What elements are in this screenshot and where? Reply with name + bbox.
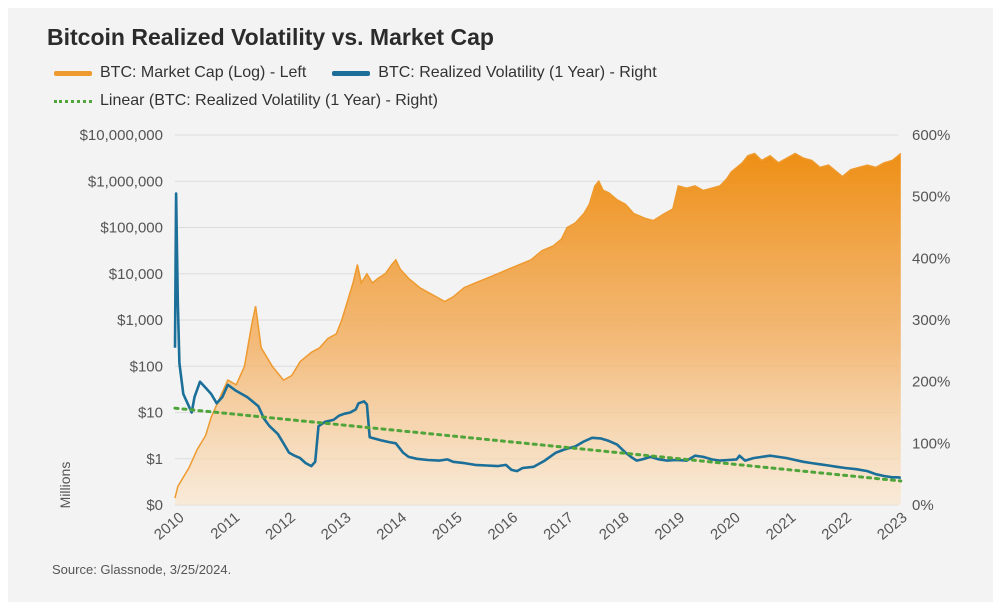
legend-swatch-volatility — [332, 70, 371, 76]
left-tick-label: $10,000 — [109, 266, 163, 283]
left-tick-label: $1,000,000 — [88, 173, 163, 190]
x-tick-label: 2011 — [208, 509, 244, 543]
x-tick-label: 2021 — [763, 509, 799, 543]
left-tick-label: $1,000 — [117, 312, 163, 329]
legend-label-market-cap: BTC: Market Cap (Log) - Left — [100, 64, 307, 81]
x-tick-label: 2018 — [596, 509, 632, 543]
left-tick-label: $10 — [138, 405, 163, 422]
legend-label-volatility: BTC: Realized Volatility (1 Year) - Righ… — [378, 64, 657, 81]
left-tick-label: $10,000,000 — [80, 127, 163, 144]
right-tick-label: 600% — [912, 127, 950, 144]
right-tick-label: 0% — [912, 497, 934, 514]
left-tick-label: $100,000 — [100, 220, 163, 237]
x-tick-label: 2019 — [652, 509, 688, 543]
left-tick-label: $100 — [130, 358, 163, 375]
x-tick-label: 2012 — [262, 509, 298, 543]
x-tick-label: 2010 — [151, 509, 187, 543]
right-tick-label: 300% — [912, 312, 950, 329]
x-tick-label: 2013 — [318, 509, 354, 543]
chart-title: Bitcoin Realized Volatility vs. Market C… — [47, 24, 494, 50]
right-axis-ticks: 0% 100% 200% 300% 400% 500% 600% — [912, 127, 950, 514]
source-note: Source: Glassnode, 3/25/2024. — [52, 562, 232, 577]
x-tick-label: 2022 — [818, 509, 854, 543]
legend-row-2: Linear (BTC: Realized Volatility (1 Year… — [54, 92, 438, 110]
legend-row-1: BTC: Market Cap (Log) - Left BTC: Realiz… — [54, 64, 657, 82]
legend-item-market-cap[interactable]: BTC: Market Cap (Log) - Left — [54, 64, 306, 82]
x-tick-label: 2016 — [485, 509, 521, 543]
right-tick-label: 500% — [912, 189, 950, 206]
legend-label-linear: Linear (BTC: Realized Volatility (1 Year… — [100, 92, 438, 109]
legend-item-linear[interactable]: Linear (BTC: Realized Volatility (1 Year… — [54, 92, 438, 110]
x-tick-label: 2017 — [540, 509, 576, 543]
market-cap-area — [175, 153, 901, 505]
x-tick-label: 2023 — [874, 509, 910, 543]
legend-swatch-linear — [54, 99, 92, 103]
right-tick-label: 400% — [912, 250, 950, 267]
market-cap-line — [174, 152, 902, 499]
x-tick-label: 2015 — [429, 509, 465, 543]
left-tick-label: $0 — [146, 497, 163, 514]
right-tick-label: 100% — [912, 435, 950, 452]
left-axis-unit-label: Millions — [57, 462, 73, 509]
x-tick-label: 2014 — [374, 509, 410, 543]
x-tick-label: 2020 — [707, 509, 743, 543]
left-axis-ticks: $0 $1 $10 $100 $1,000 $10,000 $100,000 $1,000,0… — [80, 127, 163, 514]
left-tick-label: $1 — [146, 451, 163, 468]
linear-trend-line — [173, 406, 903, 483]
right-tick-label: 200% — [912, 374, 950, 391]
legend-item-volatility[interactable]: BTC: Realized Volatility (1 Year) - Righ… — [332, 64, 657, 82]
legend-swatch-market-cap — [54, 70, 92, 76]
x-axis-ticks: 2010 2011 2012 2013 2014 2015 2016 2017 2018 2019… — [151, 509, 910, 543]
